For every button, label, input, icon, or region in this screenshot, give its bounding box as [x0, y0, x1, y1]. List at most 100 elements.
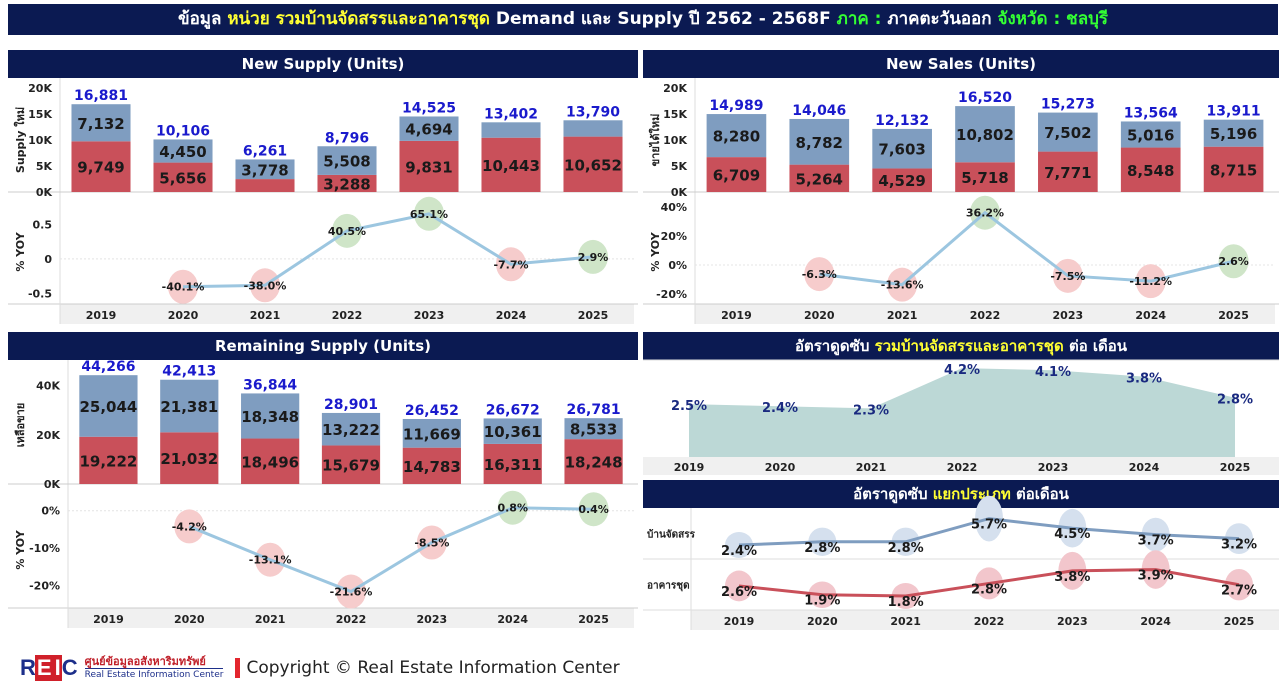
bar-total-label: 44,266 — [81, 359, 135, 375]
bar-segment-label: 5,718 — [961, 169, 1008, 187]
bar-segment-label: 21,032 — [160, 450, 218, 468]
x-tick-label: 2025 — [1220, 461, 1251, 474]
bar-segment-label: 5,508 — [323, 153, 370, 171]
x-tick-label: 2023 — [1038, 461, 1069, 474]
bar-total-label: 26,452 — [405, 403, 459, 419]
x-tick-label: 2020 — [168, 309, 199, 322]
y-tick-label: 10K — [28, 134, 52, 147]
bar-top-2022 — [955, 106, 1015, 163]
bar-bottom-2020 — [153, 162, 213, 192]
yoy-label: 2.9% — [578, 251, 609, 264]
title-part: รวมบ้านจัดสรรและอาคารชุด — [275, 9, 496, 29]
x-tick-label: 2020 — [807, 615, 838, 628]
bar-segment-label: 7,502 — [1044, 124, 1091, 142]
bar-segment-label: 4,450 — [159, 143, 206, 161]
bar-total-label: 26,781 — [567, 402, 621, 418]
new-supply-title: New Supply (Units) — [8, 50, 638, 78]
bar-segment-label: 8,715 — [1210, 161, 1257, 179]
title-part: จังหวัด : ชลบุรี — [997, 9, 1109, 29]
absorption-bubble — [725, 570, 753, 602]
x-tick-label: 2020 — [174, 613, 205, 626]
bar-segment-label: 18,348 — [241, 408, 299, 426]
yoy-label: 65.1% — [410, 208, 448, 221]
yoy-label: -40.1% — [162, 281, 205, 294]
absorption-label: 2.8% — [888, 541, 924, 556]
bar-top-2023 — [399, 116, 459, 141]
x-axis-band — [643, 457, 1279, 475]
yoy-label: 40.5% — [328, 225, 366, 238]
bar-segment-label: 8,533 — [570, 421, 617, 439]
series-label: อาคารชุด — [647, 581, 690, 592]
bar-total-label: 15,273 — [1041, 97, 1095, 113]
x-tick-label: 2024 — [1129, 461, 1160, 474]
x-tick-label: 2020 — [804, 309, 835, 322]
y-tick-label: -20% — [656, 288, 687, 301]
y-tick-label: -20% — [29, 580, 60, 593]
y-tick-label: 40K — [36, 380, 60, 393]
x-tick-label: 2023 — [1057, 615, 1088, 628]
x-tick-label: 2025 — [1224, 615, 1255, 628]
bar-top-2019 — [706, 114, 767, 158]
x-axis-band — [68, 608, 634, 628]
bar-bottom-2021 — [872, 168, 932, 192]
x-tick-label: 2021 — [856, 461, 887, 474]
y-tick-label: 20% — [661, 230, 687, 243]
abs-total-title-part: รวมบ้านจัดสรรและอาคารชุด — [874, 337, 1064, 355]
yoy-label: -7.5% — [1050, 270, 1085, 283]
x-tick-label: 2021 — [255, 613, 286, 626]
bar-top-2023 — [402, 418, 461, 448]
x-axis-band — [695, 304, 1275, 324]
reic-logo: RE IC ศูนย์ข้อมูลอสังหาริมทรัพย์ Real Est… — [20, 655, 224, 681]
absorption-bubble — [1225, 523, 1253, 554]
x-tick-label: 2022 — [332, 309, 363, 322]
y-tick-label: 10K — [663, 134, 687, 147]
bar-bottom-2019 — [706, 157, 767, 192]
logo-english-text: Real Estate Information Center — [84, 669, 224, 680]
absorption-label: 3.7% — [1138, 534, 1174, 549]
y-tick-label: 20K — [663, 82, 687, 95]
y-tick-label: 0.5 — [33, 218, 53, 231]
page-title: ข้อมูล หน่วย รวมบ้านจัดสรรและอาคารชุด De… — [8, 4, 1278, 35]
x-tick-label: 2022 — [336, 613, 367, 626]
abs-total-title-part: ต่อ เดือน — [1063, 337, 1128, 355]
yoy-label: -13.6% — [881, 279, 924, 292]
bar-total-label: 14,989 — [709, 98, 763, 114]
absorption-label: 3.8% — [1126, 372, 1162, 387]
x-tick-label: 2025 — [578, 309, 609, 322]
y-tick-label: 0K — [36, 186, 53, 199]
remaining-supply-yoy-chart: 0% -10% -20%% YOY 2019 2020 2021 2022 2023 2024 2… — [8, 486, 638, 628]
bar-top-2024 — [483, 418, 542, 444]
bar-total-label: 16,520 — [958, 90, 1012, 106]
bar-total-label: 16,881 — [74, 88, 128, 104]
y-tick-label: 5K — [36, 160, 53, 173]
x-tick-label: 2024 — [1135, 309, 1166, 322]
yoy-label: -6.3% — [802, 268, 837, 281]
series-label: บ้านจัดสรร — [647, 529, 696, 541]
y-tick-label: 40% — [661, 201, 687, 214]
absorption-total-chart: 2019 2020 2021 2022 2023 2024 2025 2.5% 2.4% 2.3%… — [643, 359, 1279, 475]
y-tick-label: 0K — [671, 186, 688, 199]
bar-total-label: 12,132 — [875, 113, 929, 129]
y-axis-label: % YOY — [649, 231, 662, 271]
absorption-label: 2.8% — [1217, 393, 1253, 408]
yoy-label: 36.2% — [966, 207, 1004, 220]
bar-segment-label: 4,529 — [878, 172, 925, 190]
y-tick-label: 0 — [44, 253, 52, 266]
y-axis-label: Supply ใหม่ — [13, 107, 27, 173]
y-tick-label: 0K — [44, 478, 61, 491]
y-axis-label: % YOY — [14, 231, 27, 271]
y-tick-label: 5K — [671, 160, 688, 173]
x-tick-label: 2024 — [1140, 615, 1171, 628]
yoy-label: 0.8% — [497, 502, 528, 515]
bar-total-label: 10,106 — [156, 123, 210, 139]
bar-total-label: 13,564 — [1124, 105, 1178, 121]
remaining-supply-chart: 0K 20K 40K เหลือขาย 19,222 25,044 44,266 21,032… — [8, 359, 638, 491]
bar-segment-label: 7,603 — [878, 141, 925, 159]
bar-top-2021 — [241, 393, 300, 439]
bar-segment-label: 5,016 — [1127, 127, 1174, 145]
bar-bottom-2022 — [955, 162, 1015, 192]
y-tick-label: -0.5 — [28, 288, 52, 301]
y-tick-label: 15K — [28, 108, 52, 121]
yoy-label: -11.2% — [1129, 275, 1172, 288]
bar-bottom-2024 — [483, 443, 542, 484]
